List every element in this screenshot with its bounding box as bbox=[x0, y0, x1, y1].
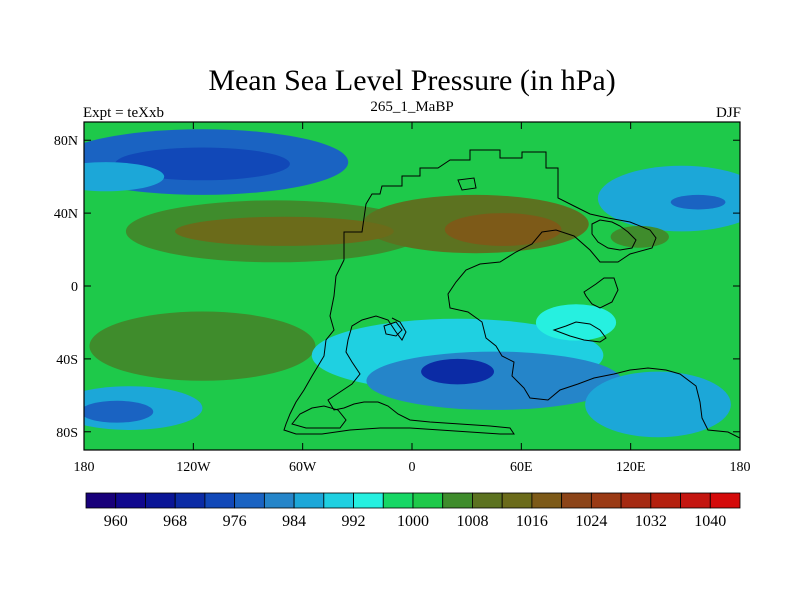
y-tick-label: 40N bbox=[54, 207, 78, 222]
pressure-region bbox=[89, 311, 316, 381]
southeast-landmass-coast bbox=[552, 321, 607, 343]
pressure-region bbox=[84, 162, 165, 192]
colorbar-swatch bbox=[293, 492, 325, 509]
time-slice-label: 265_1_MaBP bbox=[370, 99, 453, 115]
colorbar-swatch bbox=[472, 492, 503, 509]
continent-outline bbox=[283, 149, 740, 439]
y-tick-label: 80N bbox=[54, 134, 78, 149]
colorbar-label: 1016 bbox=[516, 513, 548, 530]
colorbar-label: 1032 bbox=[635, 513, 667, 530]
colorbar-label: 1040 bbox=[694, 513, 726, 530]
colorbar-swatch bbox=[561, 492, 592, 509]
colorbar-swatch bbox=[234, 492, 265, 509]
colorbar-swatch bbox=[590, 492, 622, 509]
colorbar-swatch bbox=[709, 492, 741, 509]
pressure-region bbox=[84, 400, 154, 423]
axis-ticks: 180 120W 60W 0 60E 120E 180 80N 40N 0 40S 80S bbox=[54, 122, 751, 475]
colorbar-swatch bbox=[620, 492, 652, 509]
pressure-region bbox=[610, 225, 669, 248]
colorbar-swatch bbox=[650, 492, 681, 509]
northern-island-coast bbox=[457, 177, 477, 191]
west-continent-coastline bbox=[343, 149, 740, 439]
colorbar-swatch bbox=[174, 492, 206, 509]
colorbar-label: 968 bbox=[163, 513, 187, 530]
pressure-region bbox=[597, 165, 740, 232]
colorbar-swatch bbox=[85, 492, 117, 509]
colorbar-label: 976 bbox=[223, 513, 247, 530]
season-label: DJF bbox=[716, 105, 741, 121]
y-tick-label: 40S bbox=[56, 353, 78, 368]
pressure-field bbox=[84, 122, 740, 450]
y-tick-label: 0 bbox=[71, 280, 78, 295]
colorbar-label: 992 bbox=[342, 513, 366, 530]
colorbar-swatch bbox=[353, 492, 384, 509]
x-tick-label: 60E bbox=[510, 460, 533, 475]
pressure-region bbox=[366, 351, 622, 410]
colorbar-label: 1008 bbox=[456, 513, 488, 530]
west-continent-coastline-2 bbox=[283, 259, 515, 435]
y-tick-label: 80S bbox=[56, 426, 78, 441]
colorbar-swatch bbox=[115, 492, 146, 509]
colorbar-label: 984 bbox=[282, 513, 306, 530]
x-tick-label: 180 bbox=[730, 460, 751, 475]
chart-title: Mean Sea Level Pressure (in hPa) bbox=[208, 64, 615, 97]
colorbar-label: 960 bbox=[104, 513, 128, 530]
colorbar-label: 1024 bbox=[575, 513, 607, 530]
colorbar-swatch bbox=[204, 492, 236, 509]
pressure-region bbox=[444, 213, 562, 246]
eastern-arc-coast bbox=[591, 219, 637, 251]
pressure-region bbox=[175, 216, 394, 246]
southern-coast-detail bbox=[291, 405, 347, 429]
eastern-peninsula-coast bbox=[583, 277, 619, 309]
colorbar-swatch bbox=[382, 492, 414, 509]
pressure-region bbox=[670, 194, 726, 210]
colorbar-swatch bbox=[323, 492, 354, 509]
pressure-region bbox=[585, 371, 731, 438]
colorbar-swatch bbox=[145, 492, 176, 509]
colorbar-swatch bbox=[531, 492, 563, 509]
small-island-coast bbox=[383, 321, 403, 337]
x-tick-label: 60W bbox=[289, 460, 317, 475]
x-tick-label: 120E bbox=[616, 460, 646, 475]
colorbar-swatch bbox=[442, 492, 473, 509]
experiment-label: Expt = teXxb bbox=[83, 105, 164, 121]
colorbar-swatch bbox=[263, 492, 295, 509]
colorbar-swatch bbox=[680, 492, 711, 509]
colorbar-label: 1000 bbox=[397, 513, 429, 530]
colorbar-swatch bbox=[412, 492, 444, 509]
x-tick-label: 120W bbox=[176, 460, 211, 475]
x-tick-label: 0 bbox=[409, 460, 416, 475]
colorbar-swatch bbox=[501, 492, 533, 509]
colorbar: 960 968 976 984 992 1000 1008 1016 1024 1032 1040 bbox=[85, 492, 741, 530]
pressure-region bbox=[421, 358, 494, 385]
x-tick-label: 180 bbox=[74, 460, 95, 475]
